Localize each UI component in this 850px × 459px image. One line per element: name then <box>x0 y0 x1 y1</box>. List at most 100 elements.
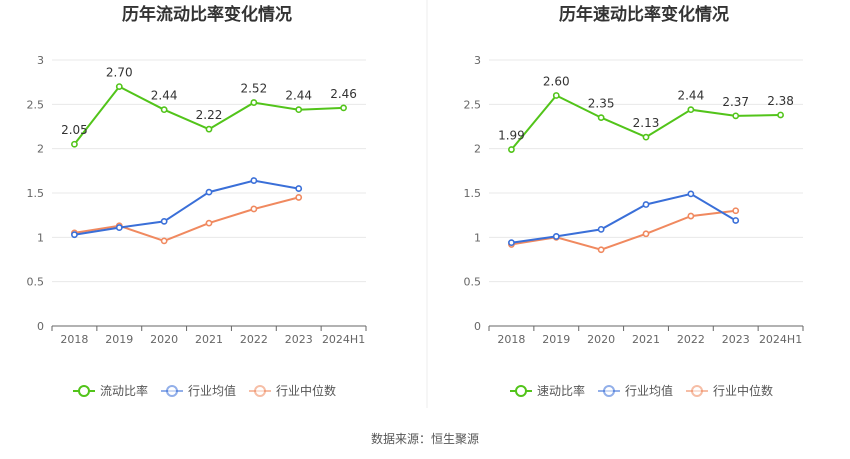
data-source-note: 数据来源：恒生聚源 <box>371 431 479 446</box>
data-label: 2.70 <box>106 66 133 80</box>
legend-item: 流动比率 <box>73 383 148 398</box>
legend-swatch-marker <box>78 385 90 397</box>
data-point <box>552 92 560 99</box>
data-point <box>597 246 605 254</box>
data-point <box>71 231 78 239</box>
data-point <box>205 219 213 227</box>
y-tick-label: 1.5 <box>464 187 482 200</box>
y-tick-label: 3 <box>37 54 44 67</box>
legend-item: 行业中位数 <box>686 383 773 398</box>
legend-label: 速动比率 <box>537 383 585 398</box>
legend-swatch-marker <box>254 385 266 397</box>
y-tick-label: 0 <box>37 320 44 333</box>
data-point <box>508 239 515 247</box>
legend-item: 行业均值 <box>598 383 673 398</box>
legend-label: 行业中位数 <box>713 383 773 398</box>
data-point <box>205 188 213 196</box>
data-label: 2.05 <box>61 123 88 137</box>
x-tick-label: 2024H1 <box>322 333 365 346</box>
data-point <box>205 125 213 133</box>
legend-item: 行业中位数 <box>249 383 336 398</box>
current-ratio-title: 历年流动比率变化情况 <box>122 4 292 25</box>
series-line <box>74 179 299 236</box>
x-tick-label: 2023 <box>722 333 750 346</box>
x-tick-label: 2019 <box>105 333 133 346</box>
data-point <box>250 99 258 106</box>
data-point <box>160 217 168 225</box>
data-label: 2.35 <box>588 97 615 111</box>
x-tick-label: 2021 <box>195 333 223 346</box>
y-tick-label: 3 <box>474 54 481 67</box>
y-tick-label: 1 <box>474 231 481 244</box>
legend-item: 行业均值 <box>161 383 236 398</box>
data-point <box>732 112 740 120</box>
data-label: 2.13 <box>633 116 660 130</box>
data-label: 2.37 <box>722 95 749 109</box>
x-tick-label: 2018 <box>60 333 88 346</box>
data-point <box>340 104 347 112</box>
x-tick-label: 2018 <box>497 333 525 346</box>
data-point <box>597 114 605 122</box>
y-tick-label: 0 <box>474 320 481 333</box>
y-tick-label: 2 <box>37 143 44 156</box>
data-label: 2.22 <box>196 108 223 122</box>
data-point <box>687 212 695 220</box>
y-tick-label: 0.5 <box>464 276 482 289</box>
quick-ratio-title: 历年速动比率变化情况 <box>559 4 729 25</box>
x-tick-label: 2023 <box>285 333 313 346</box>
legend-swatch-marker <box>515 385 527 397</box>
data-point <box>295 185 303 192</box>
x-tick-label: 2022 <box>677 333 705 346</box>
legend-label: 流动比率 <box>100 383 148 398</box>
series-line <box>511 209 736 251</box>
legend-swatch-marker <box>166 385 178 397</box>
data-label: 2.44 <box>151 89 178 103</box>
data-point <box>115 224 123 231</box>
data-label: 2.38 <box>767 94 794 108</box>
legend-label: 行业均值 <box>188 383 236 398</box>
data-label: 2.52 <box>240 82 267 96</box>
y-tick-label: 0.5 <box>27 276 45 289</box>
legend-item: 速动比率 <box>510 383 585 398</box>
data-point <box>687 106 695 114</box>
legend-swatch-marker <box>603 385 615 397</box>
data-label: 1.99 <box>498 129 525 143</box>
x-tick-label: 2020 <box>587 333 615 346</box>
data-point <box>115 83 123 90</box>
legend-label: 行业均值 <box>625 383 673 398</box>
data-point <box>732 217 740 224</box>
legend-swatch-marker <box>691 385 703 397</box>
data-point <box>250 205 258 213</box>
data-point <box>777 111 784 119</box>
quick-ratio-panel: 历年速动比率变化情况 0 0.5 1 1.5 2 2.5 3 2018 2019 2020 2021… <box>464 4 804 398</box>
x-tick-label: 2019 <box>542 333 570 346</box>
data-point <box>295 194 303 201</box>
data-point <box>250 177 258 184</box>
y-tick-label: 2 <box>474 143 481 156</box>
data-point <box>160 106 168 114</box>
data-point <box>508 146 515 153</box>
y-tick-label: 1 <box>37 231 44 244</box>
series-line <box>511 192 737 244</box>
data-point <box>642 230 650 238</box>
current-ratio-panel: 历年流动比率变化情况 0 0.5 1 1.5 2 2.5 3 2018 2019 2020 2021… <box>27 4 367 398</box>
data-label: 2.44 <box>285 89 312 103</box>
x-tick-label: 2022 <box>240 333 268 346</box>
x-tick-label: 2021 <box>632 333 660 346</box>
data-point <box>597 225 605 233</box>
data-point <box>642 201 650 208</box>
x-tick-label: 2024H1 <box>759 333 802 346</box>
data-label: 2.44 <box>677 89 704 103</box>
y-tick-label: 1.5 <box>27 187 45 200</box>
data-point <box>732 207 740 215</box>
data-point <box>295 106 303 114</box>
x-tick-label: 2020 <box>150 333 178 346</box>
data-label: 2.60 <box>543 74 570 88</box>
data-point <box>552 233 560 240</box>
data-point <box>160 237 168 245</box>
data-point <box>642 133 650 141</box>
data-point <box>687 190 695 198</box>
data-label: 2.46 <box>330 87 357 101</box>
series-line <box>74 196 299 242</box>
